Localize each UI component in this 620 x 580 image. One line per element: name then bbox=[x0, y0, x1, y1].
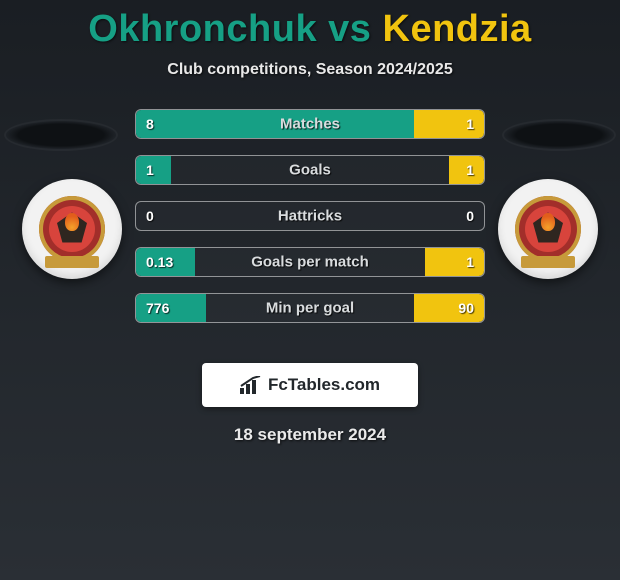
stat-label: Matches bbox=[280, 116, 340, 133]
stat-value-left: 0 bbox=[146, 208, 154, 224]
comparison-stage: 8 1 Matches 1 1 Goals 0 0 Hattricks 0.13 1 Goals pe… bbox=[0, 109, 620, 349]
brand-text: FcTables.com bbox=[268, 375, 380, 395]
player2-club-badge bbox=[498, 179, 598, 279]
stat-value-left: 776 bbox=[146, 300, 169, 316]
stat-row: 776 90 Min per goal bbox=[135, 293, 485, 323]
stat-value-right: 0 bbox=[466, 208, 474, 224]
stat-row: 0 0 Hattricks bbox=[135, 201, 485, 231]
stat-value-right: 1 bbox=[466, 254, 474, 270]
stat-value-right: 1 bbox=[466, 162, 474, 178]
stat-value-right: 90 bbox=[458, 300, 474, 316]
player1-club-badge bbox=[22, 179, 122, 279]
stat-fill-left bbox=[136, 110, 414, 138]
stat-label: Min per goal bbox=[266, 300, 354, 317]
stat-value-left: 1 bbox=[146, 162, 154, 178]
stat-row: 8 1 Matches bbox=[135, 109, 485, 139]
stat-bars: 8 1 Matches 1 1 Goals 0 0 Hattricks 0.13 1 Goals pe… bbox=[135, 109, 485, 339]
player1-name: Okhronchuk bbox=[88, 8, 317, 50]
brand-chart-icon bbox=[240, 376, 262, 394]
player2-name: Kendzia bbox=[383, 8, 532, 50]
stat-value-left: 0.13 bbox=[146, 254, 173, 270]
club-crest bbox=[515, 196, 581, 262]
player1-shadow bbox=[6, 121, 116, 149]
stat-fill-right bbox=[425, 248, 484, 276]
player2-shadow bbox=[504, 121, 614, 149]
stat-row: 1 1 Goals bbox=[135, 155, 485, 185]
club-crest bbox=[39, 196, 105, 262]
subtitle: Club competitions, Season 2024/2025 bbox=[0, 61, 620, 79]
stat-value-left: 8 bbox=[146, 116, 154, 132]
stat-row: 0.13 1 Goals per match bbox=[135, 247, 485, 277]
date-label: 18 september 2024 bbox=[0, 425, 620, 445]
brand-box: FcTables.com bbox=[202, 363, 418, 407]
stat-label: Hattricks bbox=[278, 208, 342, 225]
stat-label: Goals bbox=[289, 162, 331, 179]
stat-label: Goals per match bbox=[251, 254, 369, 271]
stat-value-right: 1 bbox=[466, 116, 474, 132]
comparison-title: Okhronchuk vs Kendzia bbox=[0, 0, 620, 51]
vs-label: vs bbox=[328, 8, 371, 50]
